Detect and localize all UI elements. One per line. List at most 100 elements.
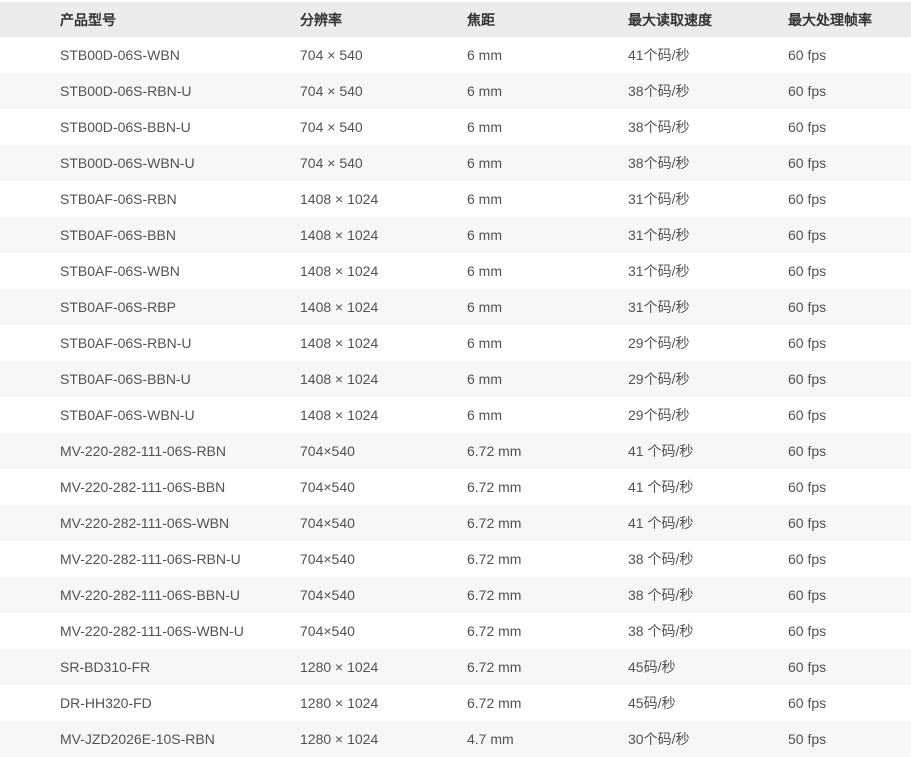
table-row: STB00D-06S-WBN 704 × 540 6 mm 41个码/秒 60 fps xyxy=(0,37,911,73)
cell-speed: 45码/秒 xyxy=(628,695,676,711)
table-row: MV-220-282-111-06S-BBN-U 704×540 6.72 mm 38… xyxy=(0,577,911,613)
table-row: STB0AF-06S-RBN-U 1408 × 1024 6 mm 29个码/秒 60 … xyxy=(0,325,911,361)
cell-fps: 60 fps xyxy=(788,371,827,387)
column-header-resolution: 分辨率 xyxy=(300,2,467,37)
table-row: STB00D-06S-RBN-U 704 × 540 6 mm 38个码/秒 60 fp… xyxy=(0,73,911,109)
cell-model: DR-HH320-FD xyxy=(60,695,152,711)
cell-model: MV-220-282-111-06S-RBN-U xyxy=(60,551,241,567)
cell-speed: 31个码/秒 xyxy=(628,191,690,207)
cell-fps: 50 fps xyxy=(788,731,827,747)
cell-speed: 38个码/秒 xyxy=(628,155,690,171)
cell-focal: 6.72 mm xyxy=(467,695,522,711)
cell-resolution: 1408 × 1024 xyxy=(300,263,379,279)
cell-fps: 60 fps xyxy=(788,299,827,315)
cell-speed: 41 个码/秒 xyxy=(628,443,694,459)
column-header-focal: 焦距 xyxy=(467,2,628,37)
cell-resolution: 704×540 xyxy=(300,623,355,639)
cell-resolution: 1408 × 1024 xyxy=(300,371,379,387)
cell-focal: 6 mm xyxy=(467,227,502,243)
cell-focal: 6 mm xyxy=(467,263,502,279)
cell-focal: 6 mm xyxy=(467,407,502,423)
table-row: SR-BD310-FR 1280 × 1024 6.72 mm 45码/秒 60 fps xyxy=(0,649,911,685)
cell-focal: 6 mm xyxy=(467,155,502,171)
cell-speed: 38 个码/秒 xyxy=(628,551,694,567)
table-header: 产品型号 分辨率 焦距 最大读取速度 最大处理帧率 xyxy=(0,2,911,37)
cell-resolution: 1408 × 1024 xyxy=(300,335,379,351)
cell-fps: 60 fps xyxy=(788,443,827,459)
cell-fps: 60 fps xyxy=(788,551,827,567)
cell-focal: 6.72 mm xyxy=(467,659,522,675)
cell-speed: 31个码/秒 xyxy=(628,263,690,279)
cell-model: MV-220-282-111-06S-WBN xyxy=(60,515,230,531)
cell-resolution: 704 × 540 xyxy=(300,83,363,99)
table-row: STB0AF-06S-RBN 1408 × 1024 6 mm 31个码/秒 60 fp… xyxy=(0,181,911,217)
cell-speed: 31个码/秒 xyxy=(628,227,690,243)
cell-model: STB00D-06S-WBN xyxy=(60,47,180,63)
cell-fps: 60 fps xyxy=(788,119,827,135)
cell-speed: 41 个码/秒 xyxy=(628,479,694,495)
cell-speed: 29个码/秒 xyxy=(628,335,690,351)
cell-focal: 6 mm xyxy=(467,371,502,387)
cell-model: MV-JZD2026E-10S-RBN xyxy=(60,731,215,747)
cell-speed: 41个码/秒 xyxy=(628,47,690,63)
cell-focal: 6 mm xyxy=(467,119,502,135)
cell-model: STB0AF-06S-RBN xyxy=(60,191,177,207)
table-row: MV-JZD2026E-10S-RBN 1280 × 1024 4.7 mm 30个码… xyxy=(0,721,911,757)
cell-model: STB00D-06S-RBN-U xyxy=(60,83,192,99)
cell-model: STB0AF-06S-WBN-U xyxy=(60,407,195,423)
cell-fps: 60 fps xyxy=(788,515,827,531)
cell-model: STB0AF-06S-RBN-U xyxy=(60,335,192,351)
cell-resolution: 704×540 xyxy=(300,515,355,531)
cell-resolution: 1280 × 1024 xyxy=(300,659,379,675)
cell-fps: 60 fps xyxy=(788,335,827,351)
cell-fps: 60 fps xyxy=(788,263,827,279)
cell-focal: 6.72 mm xyxy=(467,479,522,495)
cell-speed: 38 个码/秒 xyxy=(628,623,694,639)
cell-speed: 29个码/秒 xyxy=(628,407,690,423)
table-row: MV-220-282-111-06S-WBN 704×540 6.72 mm 41 个… xyxy=(0,505,911,541)
cell-speed: 41 个码/秒 xyxy=(628,515,694,531)
cell-focal: 6 mm xyxy=(467,299,502,315)
cell-focal: 6.72 mm xyxy=(467,623,522,639)
cell-fps: 60 fps xyxy=(788,479,827,495)
table-row: MV-220-282-111-06S-RBN 704×540 6.72 mm 41 个… xyxy=(0,433,911,469)
cell-model: STB0AF-06S-WBN xyxy=(60,263,180,279)
cell-fps: 60 fps xyxy=(788,659,827,675)
table-body: STB00D-06S-WBN 704 × 540 6 mm 41个码/秒 60 fps S… xyxy=(0,37,911,757)
cell-resolution: 704×540 xyxy=(300,443,355,459)
table-row: DR-HH320-FD 1280 × 1024 6.72 mm 45码/秒 60 fps xyxy=(0,685,911,721)
cell-resolution: 704 × 540 xyxy=(300,155,363,171)
table-row: MV-220-282-111-06S-WBN-U 704×540 6.72 mm 38… xyxy=(0,613,911,649)
cell-fps: 60 fps xyxy=(788,623,827,639)
cell-model: STB00D-06S-WBN-U xyxy=(60,155,195,171)
table-row: STB00D-06S-WBN-U 704 × 540 6 mm 38个码/秒 60 fp… xyxy=(0,145,911,181)
cell-speed: 29个码/秒 xyxy=(628,371,690,387)
cell-focal: 6.72 mm xyxy=(467,515,522,531)
cell-model: STB0AF-06S-BBN xyxy=(60,227,176,243)
cell-speed: 38个码/秒 xyxy=(628,119,690,135)
cell-resolution: 704×540 xyxy=(300,479,355,495)
cell-resolution: 704×540 xyxy=(300,587,355,603)
cell-speed: 45码/秒 xyxy=(628,659,676,675)
cell-focal: 6.72 mm xyxy=(467,443,522,459)
table-row: STB0AF-06S-WBN 1408 × 1024 6 mm 31个码/秒 60 fp… xyxy=(0,253,911,289)
column-header-speed: 最大读取速度 xyxy=(628,2,788,37)
cell-resolution: 704 × 540 xyxy=(300,47,363,63)
cell-focal: 6 mm xyxy=(467,335,502,351)
table-row: STB00D-06S-BBN-U 704 × 540 6 mm 38个码/秒 60 fp… xyxy=(0,109,911,145)
cell-speed: 30个码/秒 xyxy=(628,731,690,747)
cell-model: SR-BD310-FR xyxy=(60,659,151,675)
table-row: MV-220-282-111-06S-BBN 704×540 6.72 mm 41 个… xyxy=(0,469,911,505)
cell-focal: 6 mm xyxy=(467,47,502,63)
table-row: STB0AF-06S-WBN-U 1408 × 1024 6 mm 29个码/秒 60 … xyxy=(0,397,911,433)
cell-model: MV-220-282-111-06S-BBN-U xyxy=(60,587,241,603)
table-header-row: 产品型号 分辨率 焦距 最大读取速度 最大处理帧率 xyxy=(0,2,911,37)
cell-speed: 31个码/秒 xyxy=(628,299,690,315)
cell-model: STB0AF-06S-RBP xyxy=(60,299,176,315)
cell-fps: 60 fps xyxy=(788,83,827,99)
cell-focal: 6.72 mm xyxy=(467,551,522,567)
cell-fps: 60 fps xyxy=(788,191,827,207)
cell-focal: 6 mm xyxy=(467,83,502,99)
